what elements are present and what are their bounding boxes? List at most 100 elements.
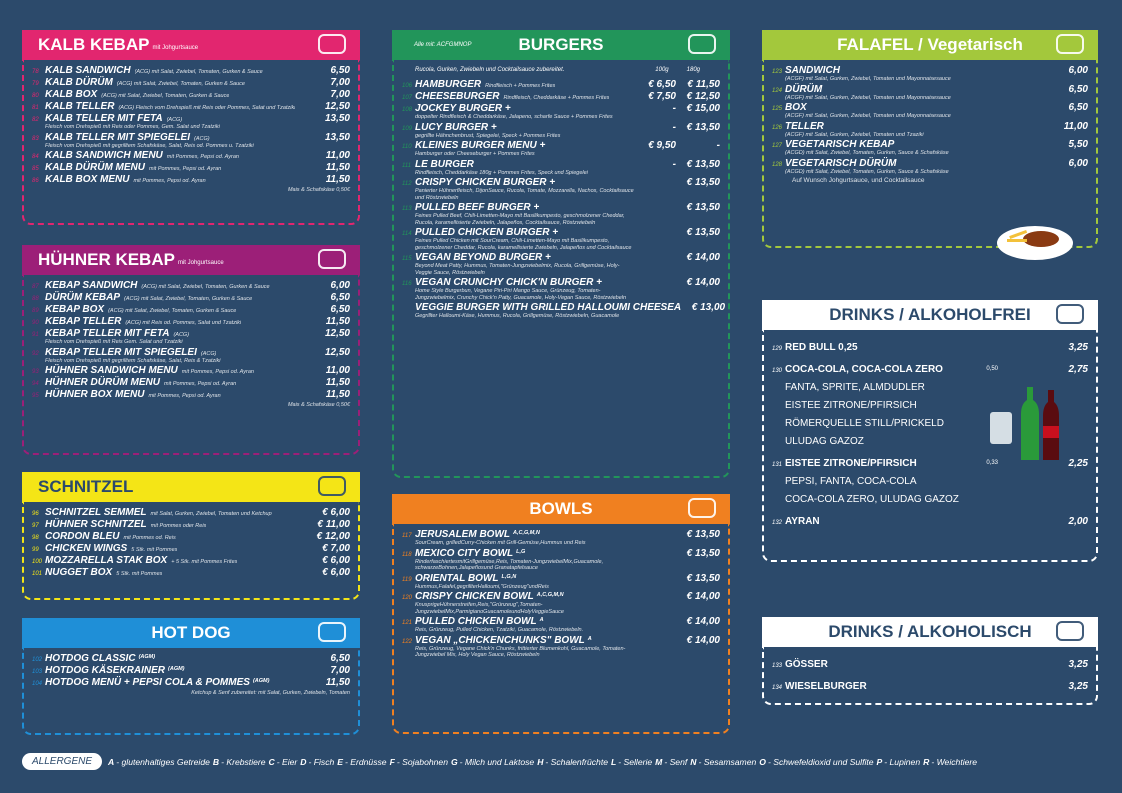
item-number: 83 <box>32 135 39 142</box>
size-header: 180g <box>686 67 700 73</box>
menu-item: 127 VEGETARISCH KEBAP 5,50 (ACGD) mit Salat… <box>772 139 1088 157</box>
item-description: Rindfleisch, Cheddarkäse 180g + Pommes F… <box>415 169 588 176</box>
item-line: 133 GÖSSER 3,25 <box>772 656 1088 674</box>
section-body: 96 SCHNITZEL SEMMEL mit Salat, Gurken, Zwi… <box>22 502 360 600</box>
item-tags: A <box>587 635 592 642</box>
allergen-note: Alle mit: ACFGMNOP <box>414 42 472 48</box>
item-line: 132 AYRAN 2,00 <box>772 513 1088 531</box>
item-line: 101 NUGGET BOX 5 Stk. mit Pommes € 6,00 <box>32 567 350 578</box>
item-description: RinderfaschiertesmitGrillgemüse,Reis, To… <box>415 558 604 572</box>
item-price: 6,00 <box>1068 65 1088 76</box>
drink-name: RED BULL 0,25 <box>785 342 858 353</box>
item-price: 6,50 <box>330 65 350 76</box>
item-name: JOCKEY BURGER + <box>415 103 511 114</box>
item-price: 11,50 <box>325 174 350 185</box>
item-name: KALB DÜRÜM MENU <box>45 162 145 173</box>
item-name: VEGETARISCH DÜRÜM <box>785 157 897 169</box>
item-name: KEBAP SANDWICH <box>45 280 138 291</box>
item-price: € 6,00 <box>322 507 350 518</box>
item-number: 111 <box>402 162 412 169</box>
item-number: 98 <box>32 535 39 541</box>
item-price: € 14,00 <box>686 634 720 646</box>
menu-item: 96 SCHNITZEL SEMMEL mit Salat, Gurken, Zwi… <box>32 507 350 518</box>
item-price: 6,50 <box>1068 83 1088 95</box>
item-line: 118 MEXICO CITY BOWL L,G € 13,50 <box>402 548 720 559</box>
item-line: 102 HOTDOG CLASSIC (AGM) 6,50 <box>32 653 350 664</box>
item-number: 134 <box>772 685 783 691</box>
item-name: CRISPY CHICKEN BURGER + <box>415 177 556 188</box>
item-price: € 6,00 <box>322 567 350 578</box>
item-line: 130 COCA-COLA, COCA-COLA ZERO FANTA, SPRIT… <box>772 361 1088 451</box>
section: KALB KEBAP mit Johgurtsauce 78 KALB SANDWIC… <box>22 30 360 225</box>
section-icon <box>688 498 716 518</box>
section-title: BOWLS <box>529 499 593 518</box>
item-price: 7,00 <box>330 77 350 88</box>
allergen-text: - Senf <box>664 756 688 767</box>
item-tags: A <box>539 617 544 623</box>
section-body: 102 HOTDOG CLASSIC (AGM) 6,50 103 HOTDOG KÄSE… <box>22 648 360 735</box>
item-number: 78 <box>32 69 39 75</box>
item-line: 79 KALB DÜRÜM (ACG) mit Salat, Zwiebel, To… <box>32 77 350 88</box>
item-line: 93 HÜHNER SANDWICH MENU mit Pommes, Pepsi … <box>32 365 350 376</box>
item-name: HÜHNER SCHNITZEL <box>45 519 147 530</box>
drink-name: EISTEE ZITRONE/PFIRSICH <box>785 400 917 411</box>
item-name: BOX <box>785 102 807 113</box>
item-number: 112 <box>402 181 412 187</box>
item-name: KALB BOX <box>45 89 98 100</box>
item-description: Reis, Grünzeug, Vegane Chick'n Chunks, f… <box>415 645 626 659</box>
item-note: (ACG) mit Salat, Zwiebel, Tomaten, Gurke… <box>124 296 253 302</box>
item-number: 80 <box>32 93 39 99</box>
section-header: BOWLS <box>392 494 730 524</box>
item-name: KALB SANDWICH MENU <box>45 150 163 161</box>
item-number: 85 <box>32 166 39 172</box>
item-price: 11,50 <box>325 377 350 388</box>
item-name: CHEESEBURGER <box>415 91 500 102</box>
item-line: 113 PULLED BEEF BURGER + € 13,50 <box>402 202 720 213</box>
item-note: mit Pommes od. Reis <box>123 535 176 541</box>
drink-names: COCA-COLA, COCA-COLA ZERO FANTA, SPRITE, … <box>785 361 944 451</box>
item-note: (ACG) <box>194 135 210 142</box>
item-name: TELLER <box>785 120 824 132</box>
allergen-code: F <box>389 756 395 767</box>
allergen-text: - Schalenfrüchte <box>545 756 608 767</box>
item-name: HAMBURGER <box>415 79 482 90</box>
item-line: 82 KALB TELLER MIT FETA (ACG) 13,50 <box>32 113 350 124</box>
section-title: DRINKS / ALKOHOLFREI <box>829 305 1031 324</box>
item-price: € 14,00 <box>686 252 720 263</box>
item-line: 89 KEBAP BOX (ACG) mit Salat, Zwiebel, Tom… <box>32 304 350 315</box>
allergen-text: - glutenhaltiges Getreide <box>116 756 210 767</box>
menu-item: 104 HOTDOG MENÜ + PEPSI COLA & POMMES (AGM… <box>32 677 350 688</box>
item-name: KEBAP TELLER MIT SPIEGELEI <box>45 346 197 358</box>
item-number: 113 <box>402 206 412 212</box>
item-note: (ACG) <box>173 332 190 338</box>
item-tags: A,C,G,M,N <box>536 592 564 598</box>
section-header: HOT DOG <box>22 618 360 648</box>
menu-item: 108 JOCKEY BURGER + - € 15,00 doppelter Rind… <box>402 103 720 121</box>
item-name: KEBAP TELLER MIT FETA <box>45 328 170 339</box>
item-price: - <box>716 140 720 151</box>
item-number: 127 <box>772 143 783 149</box>
menu-item: 97 HÜHNER SCHNITZEL mit Pommes oder Reis € … <box>32 519 350 530</box>
item-description: Fleisch vom Drehspieß mit gegrilltem Sch… <box>45 142 254 149</box>
item-line: 100 MOZZARELLA STAK BOX + 5 Stk. mit Pomme… <box>32 555 350 566</box>
item-line: 86 KALB BOX MENU mit Pommes, Pepsi od. Ayr… <box>32 174 350 185</box>
menu-item: 115 VEGAN BEYOND BURGER + € 14,00 Beyond Me… <box>402 252 720 276</box>
item-line: 125 BOX 6,50 <box>772 102 1088 113</box>
menu-item: 91 KEBAP TELLER MIT FETA (ACG) 12,50 Fleisch… <box>32 328 350 346</box>
item-number: 107 <box>402 95 413 101</box>
item-number: 101 <box>32 571 43 577</box>
item-name: CORDON BLEU <box>45 531 120 542</box>
item-number: 92 <box>32 350 39 357</box>
menu-item: 118 MEXICO CITY BOWL L,G € 13,50 Rinderfasch… <box>402 548 720 572</box>
allergen-code: O <box>759 756 766 767</box>
menu-item: 112 CRISPY CHICKEN BURGER + € 13,50 Paniert… <box>402 177 720 201</box>
allergen-code: C <box>268 756 275 767</box>
item-price: 12,50 <box>324 328 350 339</box>
food-plate <box>997 226 1073 260</box>
section-icon <box>1056 621 1084 641</box>
item-line: 122 VEGAN „CHICKENCHUNKS" BOWL A € 14,00 <box>402 635 720 646</box>
drink-name: WIESELBURGER <box>785 681 867 692</box>
item-description: Home Style Burgerbun, Vegane Piri-Piri M… <box>415 288 627 301</box>
item-number: 110 <box>402 144 412 150</box>
section-title: SCHNITZEL <box>38 477 134 496</box>
